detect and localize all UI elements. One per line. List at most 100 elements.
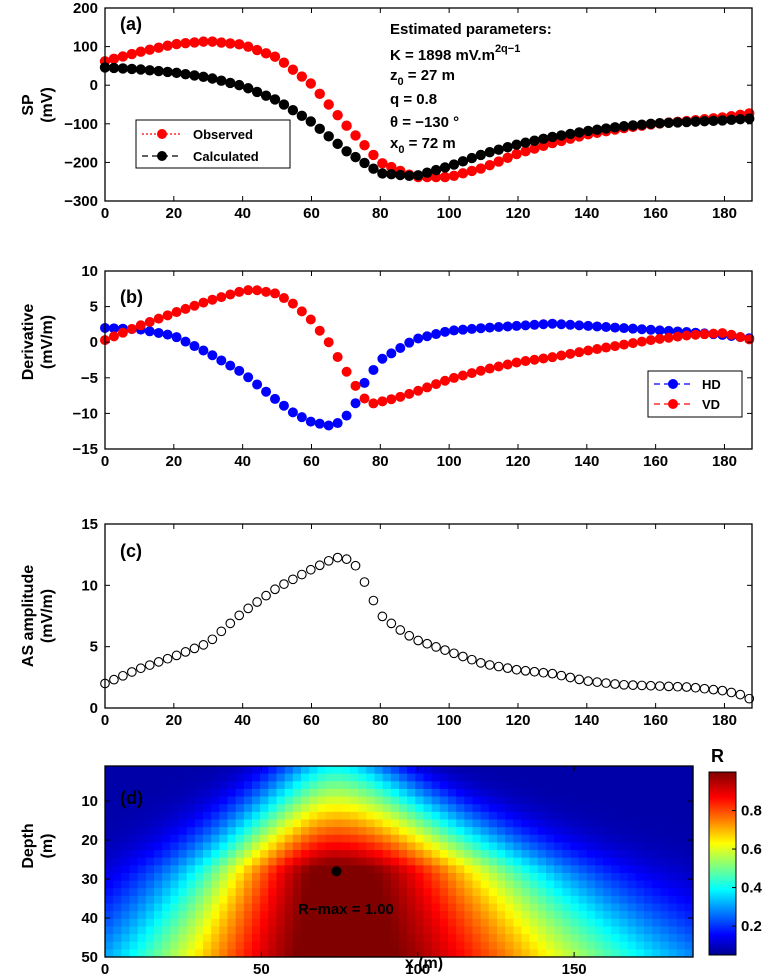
heatmap-cell	[595, 766, 604, 775]
heatmap-cell	[537, 895, 547, 905]
heatmap-cell	[325, 895, 335, 905]
heatmap-cell	[448, 934, 457, 943]
heatmap-cell	[586, 827, 596, 836]
heatmap-cell	[676, 926, 686, 935]
heatmap-cell	[121, 766, 131, 775]
heatmap-cell	[186, 949, 196, 958]
heatmap-cell	[292, 834, 302, 843]
heatmap-cell	[521, 872, 531, 882]
heatmap-cell	[611, 888, 621, 897]
heatmap-cell	[497, 918, 506, 928]
heatmap-cell	[644, 842, 653, 851]
heatmap-cell	[513, 811, 523, 821]
heatmap-cell	[186, 804, 196, 813]
heatmap-cell	[488, 819, 498, 828]
heatmap-cell	[170, 918, 180, 928]
heatmap-cell	[341, 949, 351, 958]
heatmap-cell	[529, 888, 539, 897]
heatmap-cell	[235, 857, 245, 866]
heatmap-cell	[603, 880, 612, 889]
heatmap-cell	[390, 804, 400, 813]
heatmap-cell	[211, 827, 220, 836]
heatmap-cell	[439, 850, 449, 859]
heatmap-cell	[676, 895, 686, 905]
heatmap-cell	[317, 811, 327, 821]
heatmap-cell	[644, 880, 653, 889]
vd-marker	[484, 363, 495, 374]
heatmap-cell	[309, 865, 318, 874]
heatmap-cell	[627, 903, 637, 912]
heatmap-cell	[448, 842, 457, 851]
heatmap-cell	[619, 934, 629, 943]
heatmap-cell	[366, 819, 376, 828]
as-amplitude-marker	[395, 625, 406, 635]
heatmap-cell	[145, 888, 155, 897]
heatmap-cell	[186, 872, 196, 882]
as-amplitude-marker	[314, 560, 325, 571]
as-amplitude-marker	[162, 653, 173, 664]
heatmap-cell	[252, 926, 261, 935]
heatmap-cell	[521, 926, 531, 935]
heatmap-cell	[145, 773, 155, 782]
heatmap-cell	[586, 888, 596, 897]
heatmap-cell	[121, 895, 131, 905]
heatmap-cell	[301, 788, 310, 798]
heatmap-cell	[374, 766, 384, 775]
heatmap-cell	[219, 903, 229, 912]
heatmap-cell	[284, 781, 294, 790]
vd-marker	[502, 359, 513, 370]
heatmap-cell	[358, 819, 367, 828]
heatmap-cell	[595, 857, 604, 866]
heatmap-cell	[219, 827, 229, 836]
heatmap-cell	[170, 865, 180, 874]
calculated-marker	[430, 164, 442, 176]
heatmap-cell	[129, 773, 139, 782]
heatmap-cell	[627, 766, 637, 775]
x-tick-label: 60	[303, 205, 320, 222]
heatmap-cell	[578, 827, 588, 836]
heatmap-cell	[219, 872, 229, 882]
heatmap-cell	[105, 773, 114, 782]
heatmap-cell	[415, 804, 425, 813]
heatmap-cell	[374, 872, 384, 882]
heatmap-cell	[121, 911, 131, 920]
as-amplitude-marker	[189, 643, 200, 654]
heatmap-cell	[105, 895, 114, 905]
heatmap-cell	[170, 880, 180, 889]
legend-hd-label: HD	[702, 377, 721, 392]
as-amplitude-marker	[467, 654, 477, 665]
calculated-marker	[556, 130, 567, 141]
heatmap-cell	[684, 827, 694, 836]
heatmap-cell	[619, 888, 629, 897]
heatmap-cell	[284, 872, 294, 882]
heatmap-cell	[554, 819, 563, 828]
heatmap-cell	[456, 895, 465, 905]
heatmap-cell	[333, 842, 343, 851]
observed-marker	[207, 36, 218, 47]
as-amplitude-marker	[234, 610, 245, 621]
hd-marker	[592, 321, 603, 332]
heatmap-cell	[137, 941, 147, 950]
heatmap-cell	[668, 796, 678, 805]
heatmap-cell	[162, 918, 171, 928]
heatmap-cell	[562, 888, 572, 897]
heatmap-cell	[668, 781, 678, 790]
heatmap-cell	[186, 880, 196, 889]
heatmap-cell	[129, 766, 139, 775]
heatmap-cell	[366, 788, 376, 798]
heatmap-cell	[219, 796, 229, 805]
heatmap-cell	[162, 804, 171, 813]
vd-marker	[126, 323, 137, 334]
heatmap-cell	[586, 788, 596, 798]
heatmap-cell	[635, 880, 645, 889]
heatmap-cell	[268, 796, 278, 805]
heatmap-cell	[129, 796, 139, 805]
heatmap-cell	[162, 949, 171, 958]
heatmap-cell	[390, 850, 400, 859]
heatmap-cell	[227, 834, 237, 843]
heatmap-cell	[219, 850, 229, 859]
heatmap-cell	[350, 766, 359, 775]
heatmap-cell	[170, 796, 180, 805]
observed-marker	[502, 152, 513, 164]
